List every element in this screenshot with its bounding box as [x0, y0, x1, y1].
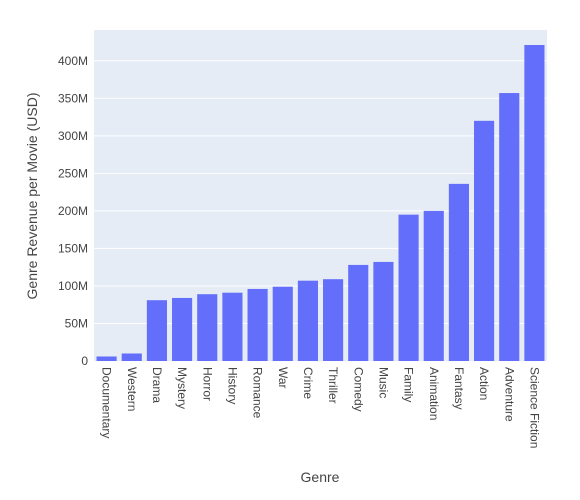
x-tick-label: Comedy	[351, 367, 365, 412]
bar[interactable]	[323, 279, 343, 361]
bar[interactable]	[399, 215, 419, 361]
bar[interactable]	[348, 265, 368, 361]
y-tick-labels: 0 50M 100M 150M 200M 250M 300M 350M 400M	[58, 54, 88, 368]
y-tick-label: 200M	[58, 204, 88, 218]
y-tick-label: 400M	[58, 54, 88, 68]
x-tick-label: Western	[125, 367, 139, 411]
bar[interactable]	[248, 289, 268, 361]
x-tick-labels: Documentary Western Drama Mystery Horror Hist…	[100, 367, 542, 448]
y-tick-label: 0	[81, 354, 88, 368]
bar[interactable]	[449, 184, 469, 361]
bar[interactable]	[222, 293, 242, 361]
x-tick-label: Crime	[301, 367, 315, 399]
bar[interactable]	[97, 356, 117, 361]
x-tick-label: Adventure	[502, 367, 516, 422]
bar[interactable]	[474, 121, 494, 361]
x-tick-label: Drama	[150, 367, 164, 403]
x-tick-label: Fantasy	[452, 367, 466, 410]
x-tick-label: Music	[376, 367, 390, 398]
x-tick-label: Horror	[200, 367, 214, 401]
y-tick-label: 350M	[58, 91, 88, 105]
x-tick-label: Family	[402, 367, 416, 402]
x-tick-label: Mystery	[175, 367, 189, 409]
x-tick-label: War	[276, 367, 290, 389]
x-axis-title: Genre	[301, 469, 340, 485]
x-tick-label: Documentary	[100, 367, 114, 438]
y-tick-label: 250M	[58, 166, 88, 180]
y-axis-title: Genre Revenue per Movie (USD)	[24, 93, 40, 300]
x-tick-label: History	[225, 367, 239, 404]
y-tick-label: 100M	[58, 279, 88, 293]
bar[interactable]	[524, 45, 544, 361]
bar[interactable]	[122, 353, 142, 361]
y-tick-label: 50M	[65, 316, 88, 330]
x-tick-label: Thriller	[326, 367, 340, 404]
bar[interactable]	[197, 294, 217, 361]
y-tick-label: 150M	[58, 241, 88, 255]
bar[interactable]	[499, 93, 519, 361]
x-tick-label: Romance	[251, 367, 265, 419]
bar[interactable]	[273, 287, 293, 361]
bar[interactable]	[147, 300, 167, 361]
x-tick-label: Animation	[427, 367, 441, 420]
bar[interactable]	[298, 281, 318, 361]
x-tick-label: Action	[477, 367, 491, 400]
x-tick-label: Science Fiction	[527, 367, 541, 448]
bar[interactable]	[424, 211, 444, 361]
y-tick-label: 300M	[58, 129, 88, 143]
bar[interactable]	[172, 298, 192, 361]
bar[interactable]	[373, 262, 393, 361]
